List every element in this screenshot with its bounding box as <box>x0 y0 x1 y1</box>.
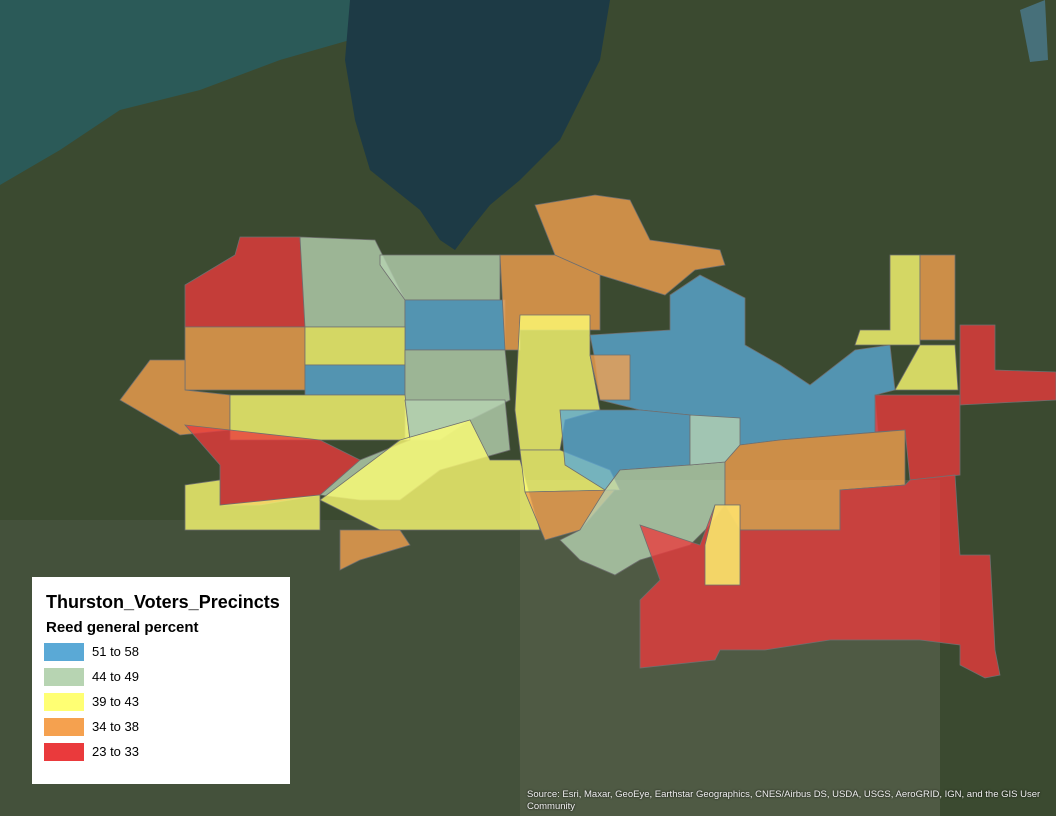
precincts <box>119 194 1056 679</box>
legend: Thurston_Voters_Precincts Reed general p… <box>32 577 290 784</box>
precinct <box>704 504 741 586</box>
precinct <box>379 254 501 301</box>
legend-label: 23 to 33 <box>92 744 139 759</box>
legend-subtitle: Reed general percent <box>46 619 199 636</box>
precinct <box>304 364 406 396</box>
legend-swatch <box>44 668 84 686</box>
precinct <box>919 254 956 341</box>
attribution: Source: Esri, Maxar, GeoEye, Earthstar G… <box>527 789 1041 812</box>
legend-swatch <box>44 643 84 661</box>
water <box>0 0 390 185</box>
legend-swatch <box>44 718 84 736</box>
legend-title: Thurston_Voters_Precincts <box>46 592 280 612</box>
water <box>345 0 610 250</box>
precinct <box>894 344 959 391</box>
legend-swatch <box>44 693 84 711</box>
legend-label: 39 to 43 <box>92 694 139 709</box>
precinct <box>534 194 726 296</box>
legend-label: 34 to 38 <box>92 719 139 734</box>
legend-label: 51 to 58 <box>92 644 139 659</box>
precinct <box>404 299 506 351</box>
precinct <box>184 326 306 391</box>
water <box>1020 0 1048 62</box>
precinct <box>339 529 411 571</box>
precinct <box>184 479 321 531</box>
legend-label: 44 to 49 <box>92 669 139 684</box>
precinct <box>304 326 406 366</box>
precinct <box>589 354 631 401</box>
legend-swatch <box>44 743 84 761</box>
